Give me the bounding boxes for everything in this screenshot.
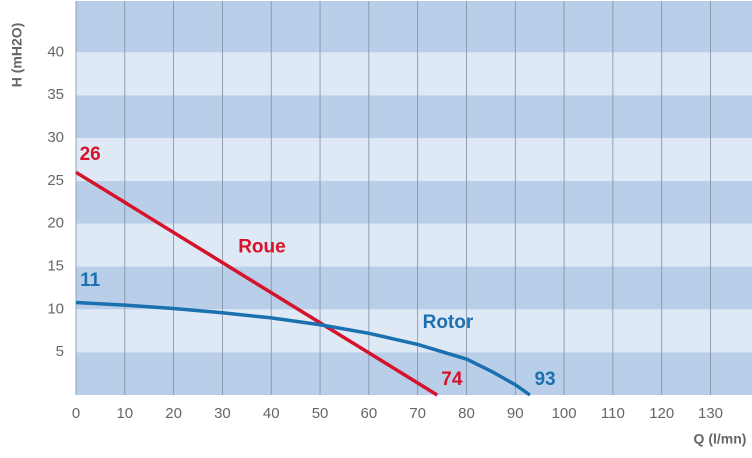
- x-tick-label: 0: [72, 405, 80, 422]
- y-tick-label: 15: [47, 257, 64, 274]
- annotation: 11: [80, 270, 101, 291]
- y-tick-label: 30: [47, 129, 64, 146]
- x-tick-label: 100: [552, 405, 577, 422]
- band: [76, 266, 752, 310]
- x-tick-label: 20: [165, 405, 182, 422]
- y-tick-label: 10: [47, 300, 64, 317]
- line-series: [75, 170, 439, 397]
- band: [76, 309, 752, 353]
- x-tick-label: 120: [649, 405, 674, 422]
- annotation: Rotor: [423, 312, 474, 333]
- y-axis-label: H (mH2O): [9, 23, 25, 88]
- annotation: 93: [534, 369, 555, 390]
- y-tick-label: 35: [47, 86, 64, 103]
- annotation: 74: [441, 369, 463, 390]
- x-tick-label: 50: [312, 405, 329, 422]
- x-axis-label: Q (l/mn): [694, 431, 747, 447]
- band: [76, 180, 752, 224]
- x-tick-label: 30: [214, 405, 231, 422]
- x-tick-label: 110: [601, 405, 625, 422]
- annotation: 26: [80, 144, 101, 165]
- y-tick-label: 25: [47, 172, 64, 189]
- band: [76, 52, 752, 96]
- y-tick-label: 20: [47, 215, 64, 232]
- x-tick-label: 40: [263, 405, 280, 422]
- band: [76, 138, 752, 181]
- x-tick-label: 80: [458, 405, 475, 422]
- band: [76, 223, 752, 267]
- x-tick-label: 10: [116, 405, 133, 422]
- line-series: [75, 300, 531, 397]
- x-tick-label: 60: [361, 405, 378, 422]
- band: [76, 95, 752, 139]
- x-tick-label: 70: [409, 405, 426, 422]
- x-tick-label: 90: [507, 405, 524, 422]
- band: [76, 352, 752, 395]
- annotation: Roue: [238, 237, 286, 258]
- y-tick-label: 5: [56, 343, 64, 360]
- y-tick-label: 40: [47, 43, 64, 60]
- band: [76, 1, 752, 53]
- x-tick-label: 130: [698, 405, 723, 422]
